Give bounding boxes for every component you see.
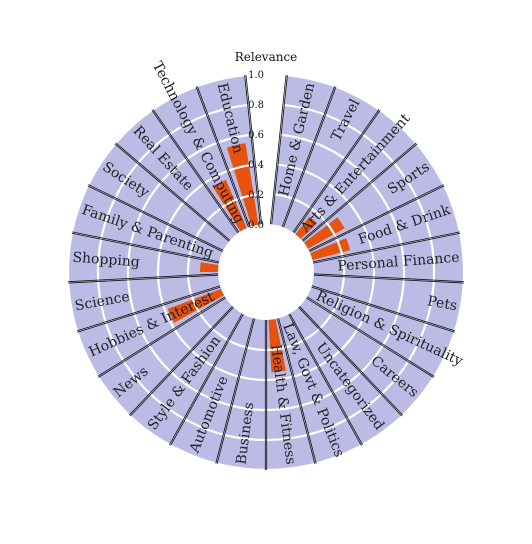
relevance-bar xyxy=(212,179,247,232)
category-separator xyxy=(309,185,445,252)
category-separator xyxy=(312,231,460,263)
grid-circle xyxy=(96,103,436,442)
category-separator xyxy=(283,86,337,228)
relevance-bar xyxy=(268,319,286,373)
category-background-wedge xyxy=(299,297,434,416)
category-background-wedge xyxy=(170,313,254,464)
category-background-wedge xyxy=(278,313,362,464)
category-separator xyxy=(276,318,316,464)
category-separator xyxy=(97,296,226,377)
category-separator xyxy=(152,109,240,233)
category-separator xyxy=(71,232,219,264)
category-separator xyxy=(244,75,261,225)
category-separator xyxy=(311,286,455,333)
category-separator xyxy=(313,274,464,284)
radial-axis-layer: Relevance 0.0 0.2 0.4 0.6 0.8 1.0 xyxy=(235,50,298,231)
category-separator xyxy=(306,296,435,377)
category-background-wedge xyxy=(88,143,230,251)
category-separator xyxy=(169,313,243,446)
category-separator xyxy=(98,297,226,378)
category-separator xyxy=(288,314,362,446)
radial-tick-label: 0.2 xyxy=(248,190,264,201)
category-separator xyxy=(151,109,239,234)
category-background-wedge xyxy=(129,306,243,446)
category-separator xyxy=(313,232,461,264)
relevance-bar xyxy=(310,238,351,260)
category-separator xyxy=(68,273,219,283)
relevance-bar xyxy=(295,216,318,239)
category-separator xyxy=(289,313,363,446)
category-separator xyxy=(281,86,336,227)
category-separator xyxy=(292,109,380,233)
category-background-wedge xyxy=(71,185,223,263)
category-separator xyxy=(128,306,233,416)
grid-circle xyxy=(66,73,466,472)
category-separator xyxy=(77,286,221,333)
category-background-wedge xyxy=(289,306,403,446)
category-background-wedge xyxy=(216,318,266,470)
category-background-wedge xyxy=(98,297,233,416)
category-separator xyxy=(195,86,249,228)
radial-tick-label: 0.6 xyxy=(248,130,264,141)
category-separator xyxy=(293,109,381,234)
category-separator xyxy=(88,184,224,251)
category-label: Pets xyxy=(426,293,458,314)
category-background-wedge xyxy=(115,109,239,241)
category-separator xyxy=(68,274,219,284)
relevance-bar xyxy=(304,217,345,249)
category-separator xyxy=(216,318,256,464)
category-separator xyxy=(170,314,244,446)
relevance-bar xyxy=(200,262,219,272)
category-separator xyxy=(306,297,434,378)
category-separator xyxy=(245,74,263,225)
category-background-wedge xyxy=(68,274,221,332)
category-background-wedge xyxy=(311,274,464,332)
category-background-wedge xyxy=(293,109,417,241)
grid-circle-layer xyxy=(66,73,466,472)
category-separator xyxy=(298,307,403,417)
category-separator xyxy=(87,185,223,252)
category-separator xyxy=(115,142,231,241)
radial-tick-label: 0.4 xyxy=(248,160,264,171)
radial-tick-label: 0.0 xyxy=(248,220,264,231)
category-label: Business xyxy=(234,401,258,465)
category-background-wedge xyxy=(282,86,380,233)
category-separator xyxy=(271,75,288,225)
category-separator xyxy=(313,273,464,283)
category-separator xyxy=(299,306,404,416)
category-separator xyxy=(269,74,287,225)
category-separator xyxy=(215,318,254,464)
grid-circle xyxy=(126,133,406,412)
category-separator xyxy=(278,318,317,464)
category-separator xyxy=(308,184,444,251)
relevance-bar xyxy=(226,143,259,227)
axis-title: Relevance xyxy=(235,50,298,64)
category-separator xyxy=(114,143,230,242)
category-separator xyxy=(76,285,221,332)
category-background-wedge xyxy=(67,232,219,283)
category-separator xyxy=(311,285,456,332)
category-label: Shopping xyxy=(72,250,140,271)
category-separator xyxy=(72,231,220,263)
category-separator xyxy=(129,307,234,417)
category-separator xyxy=(301,142,417,241)
category-separator xyxy=(302,143,418,242)
radial-tick-label: 1.0 xyxy=(248,70,264,81)
category-separator xyxy=(196,86,251,227)
grid-circle xyxy=(156,163,376,382)
category-background-wedge xyxy=(306,286,455,377)
grid-circle xyxy=(186,193,346,352)
radial-tick-label: 0.8 xyxy=(248,100,264,111)
separator-layer xyxy=(68,74,464,470)
category-background-wedge xyxy=(313,232,464,283)
